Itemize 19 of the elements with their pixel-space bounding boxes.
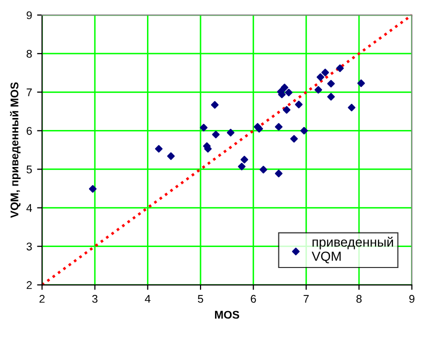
x-tick-label: 8 <box>356 294 362 303</box>
x-tick-label: 7 <box>304 295 309 303</box>
x-tick-label: 6 <box>250 294 256 303</box>
y-tick-label: 3 <box>26 242 32 250</box>
legend-label: приведенный VQM <box>312 236 393 264</box>
y-tick-label: 4 <box>26 204 32 212</box>
x-tick-label: 5 <box>198 295 204 303</box>
x-tick-label: 3 <box>92 294 98 303</box>
y-tick-label: 9 <box>26 11 32 20</box>
y-tick-label: 7 <box>26 88 32 96</box>
y-tick-label: 6 <box>26 126 32 135</box>
y-axis-title: VQM, приведенный MOS <box>10 82 21 218</box>
x-axis-title: MOS <box>215 310 240 319</box>
y-tick-label: 2 <box>26 281 32 289</box>
x-tick-label: 2 <box>40 294 45 303</box>
y-tick-label: 8 <box>26 50 32 58</box>
y-tick-label: 5 <box>26 166 32 174</box>
x-tick-label: 4 <box>144 295 150 303</box>
x-tick-label: 9 <box>409 294 414 303</box>
